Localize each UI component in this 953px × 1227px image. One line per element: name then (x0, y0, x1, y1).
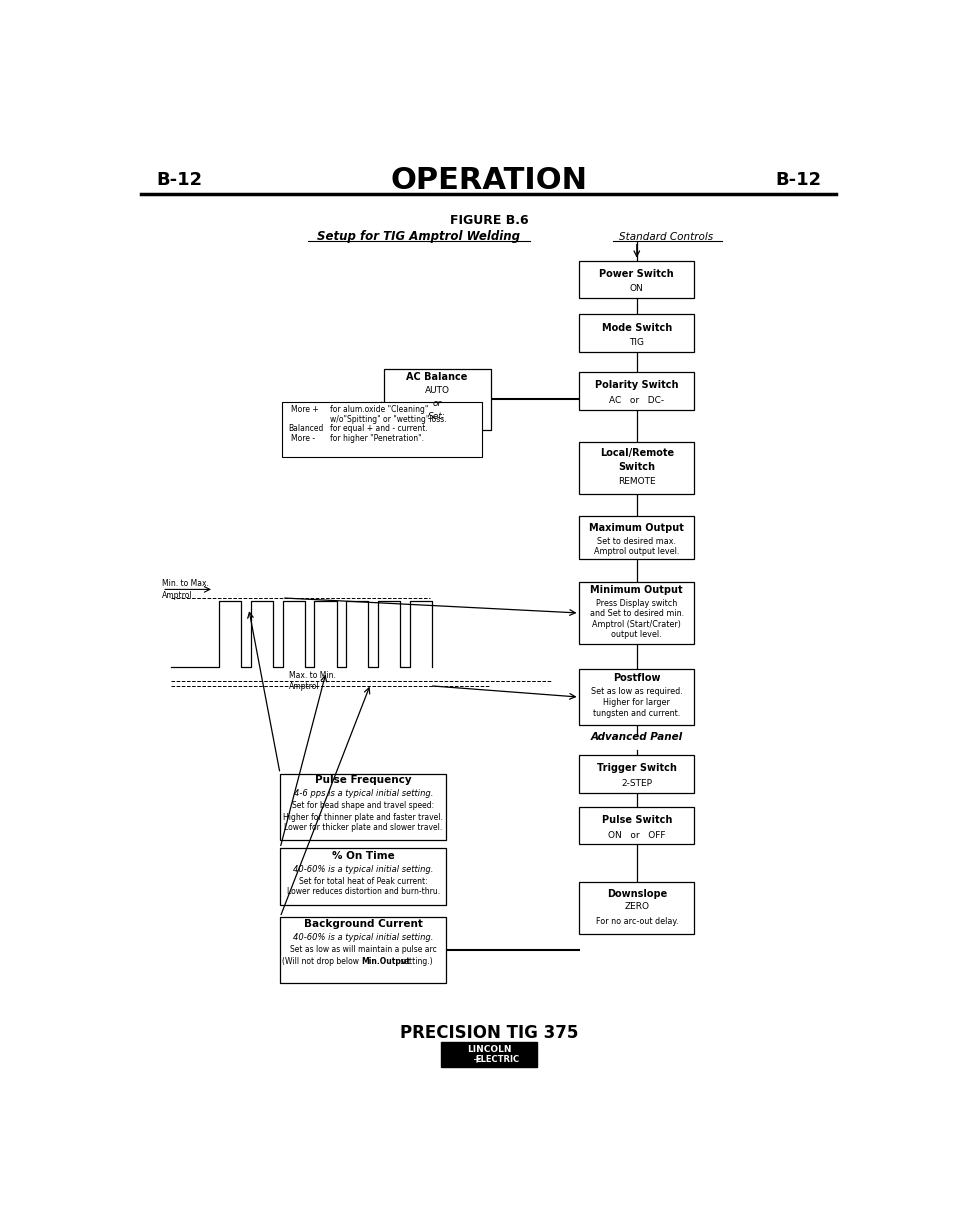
Text: Set:: Set: (428, 412, 446, 421)
Text: (Will not drop below: (Will not drop below (281, 957, 360, 966)
Text: FIGURE B.6: FIGURE B.6 (449, 215, 528, 227)
Text: Press Display switch: Press Display switch (596, 599, 677, 609)
FancyBboxPatch shape (578, 882, 694, 934)
Text: REMOTE: REMOTE (618, 477, 655, 486)
FancyBboxPatch shape (578, 669, 694, 725)
Text: Set for total heat of Peak current:: Set for total heat of Peak current: (298, 877, 427, 886)
Text: More -: More - (291, 433, 314, 443)
Text: Background Current: Background Current (303, 919, 422, 929)
Text: Lower for thicker plate and slower travel.: Lower for thicker plate and slower trave… (284, 823, 442, 832)
Text: B-12: B-12 (156, 172, 202, 189)
Text: or: or (432, 399, 441, 407)
Text: and Set to desired min.: and Set to desired min. (589, 610, 683, 618)
Text: tungsten and current.: tungsten and current. (593, 709, 679, 718)
Text: Amptrol output level.: Amptrol output level. (594, 547, 679, 556)
Text: Postflow: Postflow (613, 674, 659, 683)
Text: Pulse Switch: Pulse Switch (601, 815, 671, 825)
FancyBboxPatch shape (282, 402, 481, 458)
FancyBboxPatch shape (440, 1042, 537, 1066)
Text: Lower reduces distortion and burn-thru.: Lower reduces distortion and burn-thru. (286, 887, 439, 896)
Text: ZERO: ZERO (623, 902, 649, 912)
Text: ELECTRIC: ELECTRIC (476, 1055, 519, 1064)
Text: More +: More + (291, 405, 318, 415)
Text: 4-6 pps is a typical initial setting.: 4-6 pps is a typical initial setting. (294, 789, 433, 798)
Text: Min. to Max.: Min. to Max. (162, 579, 209, 588)
Text: ON   or   OFF: ON or OFF (607, 831, 665, 839)
Text: AUTO: AUTO (424, 387, 449, 395)
Text: Set as low as will maintain a pulse arc: Set as low as will maintain a pulse arc (290, 945, 436, 953)
Text: Pulse Frequency: Pulse Frequency (314, 775, 411, 785)
Text: +: + (471, 1055, 479, 1065)
FancyBboxPatch shape (578, 806, 694, 844)
Text: LINCOLN: LINCOLN (466, 1045, 511, 1054)
Text: Max. to Min.: Max. to Min. (289, 671, 335, 680)
Text: For no arc-out delay.: For no arc-out delay. (595, 917, 678, 925)
Text: Downslope: Downslope (606, 888, 666, 898)
Text: Advanced Panel: Advanced Panel (590, 731, 682, 742)
FancyBboxPatch shape (578, 517, 694, 558)
Text: Minimum Output: Minimum Output (590, 585, 682, 595)
Text: for higher "Penetration".: for higher "Penetration". (330, 433, 423, 443)
FancyBboxPatch shape (578, 260, 694, 298)
FancyBboxPatch shape (280, 848, 446, 906)
Text: Mode Switch: Mode Switch (601, 323, 671, 333)
Text: Maximum Output: Maximum Output (589, 523, 683, 533)
Text: AC Balance: AC Balance (406, 372, 467, 382)
Text: AC   or   DC-: AC or DC- (609, 396, 663, 405)
Text: Polarity Switch: Polarity Switch (595, 380, 678, 390)
FancyBboxPatch shape (383, 369, 490, 431)
FancyBboxPatch shape (578, 372, 694, 410)
Text: Switch: Switch (618, 461, 655, 471)
Text: Set to desired max.: Set to desired max. (597, 536, 676, 546)
Text: Local/Remote: Local/Remote (599, 448, 673, 459)
Text: Amptrol (Start/Crater): Amptrol (Start/Crater) (592, 620, 680, 629)
Text: 2-STEP: 2-STEP (620, 779, 652, 788)
Text: Higher for thinner plate and faster travel.: Higher for thinner plate and faster trav… (283, 812, 443, 822)
Text: Power Switch: Power Switch (598, 269, 674, 279)
FancyBboxPatch shape (578, 443, 694, 494)
Text: Min.Output: Min.Output (360, 957, 410, 966)
FancyBboxPatch shape (578, 755, 694, 793)
Text: output level.: output level. (611, 631, 661, 639)
FancyBboxPatch shape (578, 583, 694, 644)
Text: B-12: B-12 (775, 172, 821, 189)
Text: Setup for TIG Amptrol Welding: Setup for TIG Amptrol Welding (316, 231, 519, 243)
Text: % On Time: % On Time (332, 850, 395, 861)
Text: Trigger Switch: Trigger Switch (597, 763, 676, 773)
Text: 40-60% is a typical initial setting.: 40-60% is a typical initial setting. (293, 865, 433, 874)
Text: Amptrol: Amptrol (289, 682, 319, 691)
FancyBboxPatch shape (578, 314, 694, 352)
Text: w/o"Spitting" or "wetting"loss.: w/o"Spitting" or "wetting"loss. (330, 415, 446, 423)
Text: Standard Controls: Standard Controls (618, 232, 713, 242)
Text: OPERATION: OPERATION (390, 166, 587, 195)
Text: Set as low as required.: Set as low as required. (590, 687, 682, 696)
Text: PRECISION TIG 375: PRECISION TIG 375 (399, 1025, 578, 1043)
Text: Balanced: Balanced (288, 425, 323, 433)
Text: ON: ON (629, 285, 643, 293)
Text: 40-60% is a typical initial setting.: 40-60% is a typical initial setting. (293, 933, 433, 941)
FancyBboxPatch shape (280, 774, 446, 839)
Text: for equal + and - current.: for equal + and - current. (330, 425, 427, 433)
FancyBboxPatch shape (280, 918, 446, 983)
Text: setting.): setting.) (397, 957, 432, 966)
Text: Higher for larger: Higher for larger (602, 698, 670, 707)
Text: for alum.oxide "Cleaning": for alum.oxide "Cleaning" (330, 405, 428, 415)
Text: Amptrol: Amptrol (162, 590, 193, 600)
Text: TIG: TIG (629, 339, 643, 347)
Text: Set for bead shape and travel speed:: Set for bead shape and travel speed: (292, 801, 434, 810)
